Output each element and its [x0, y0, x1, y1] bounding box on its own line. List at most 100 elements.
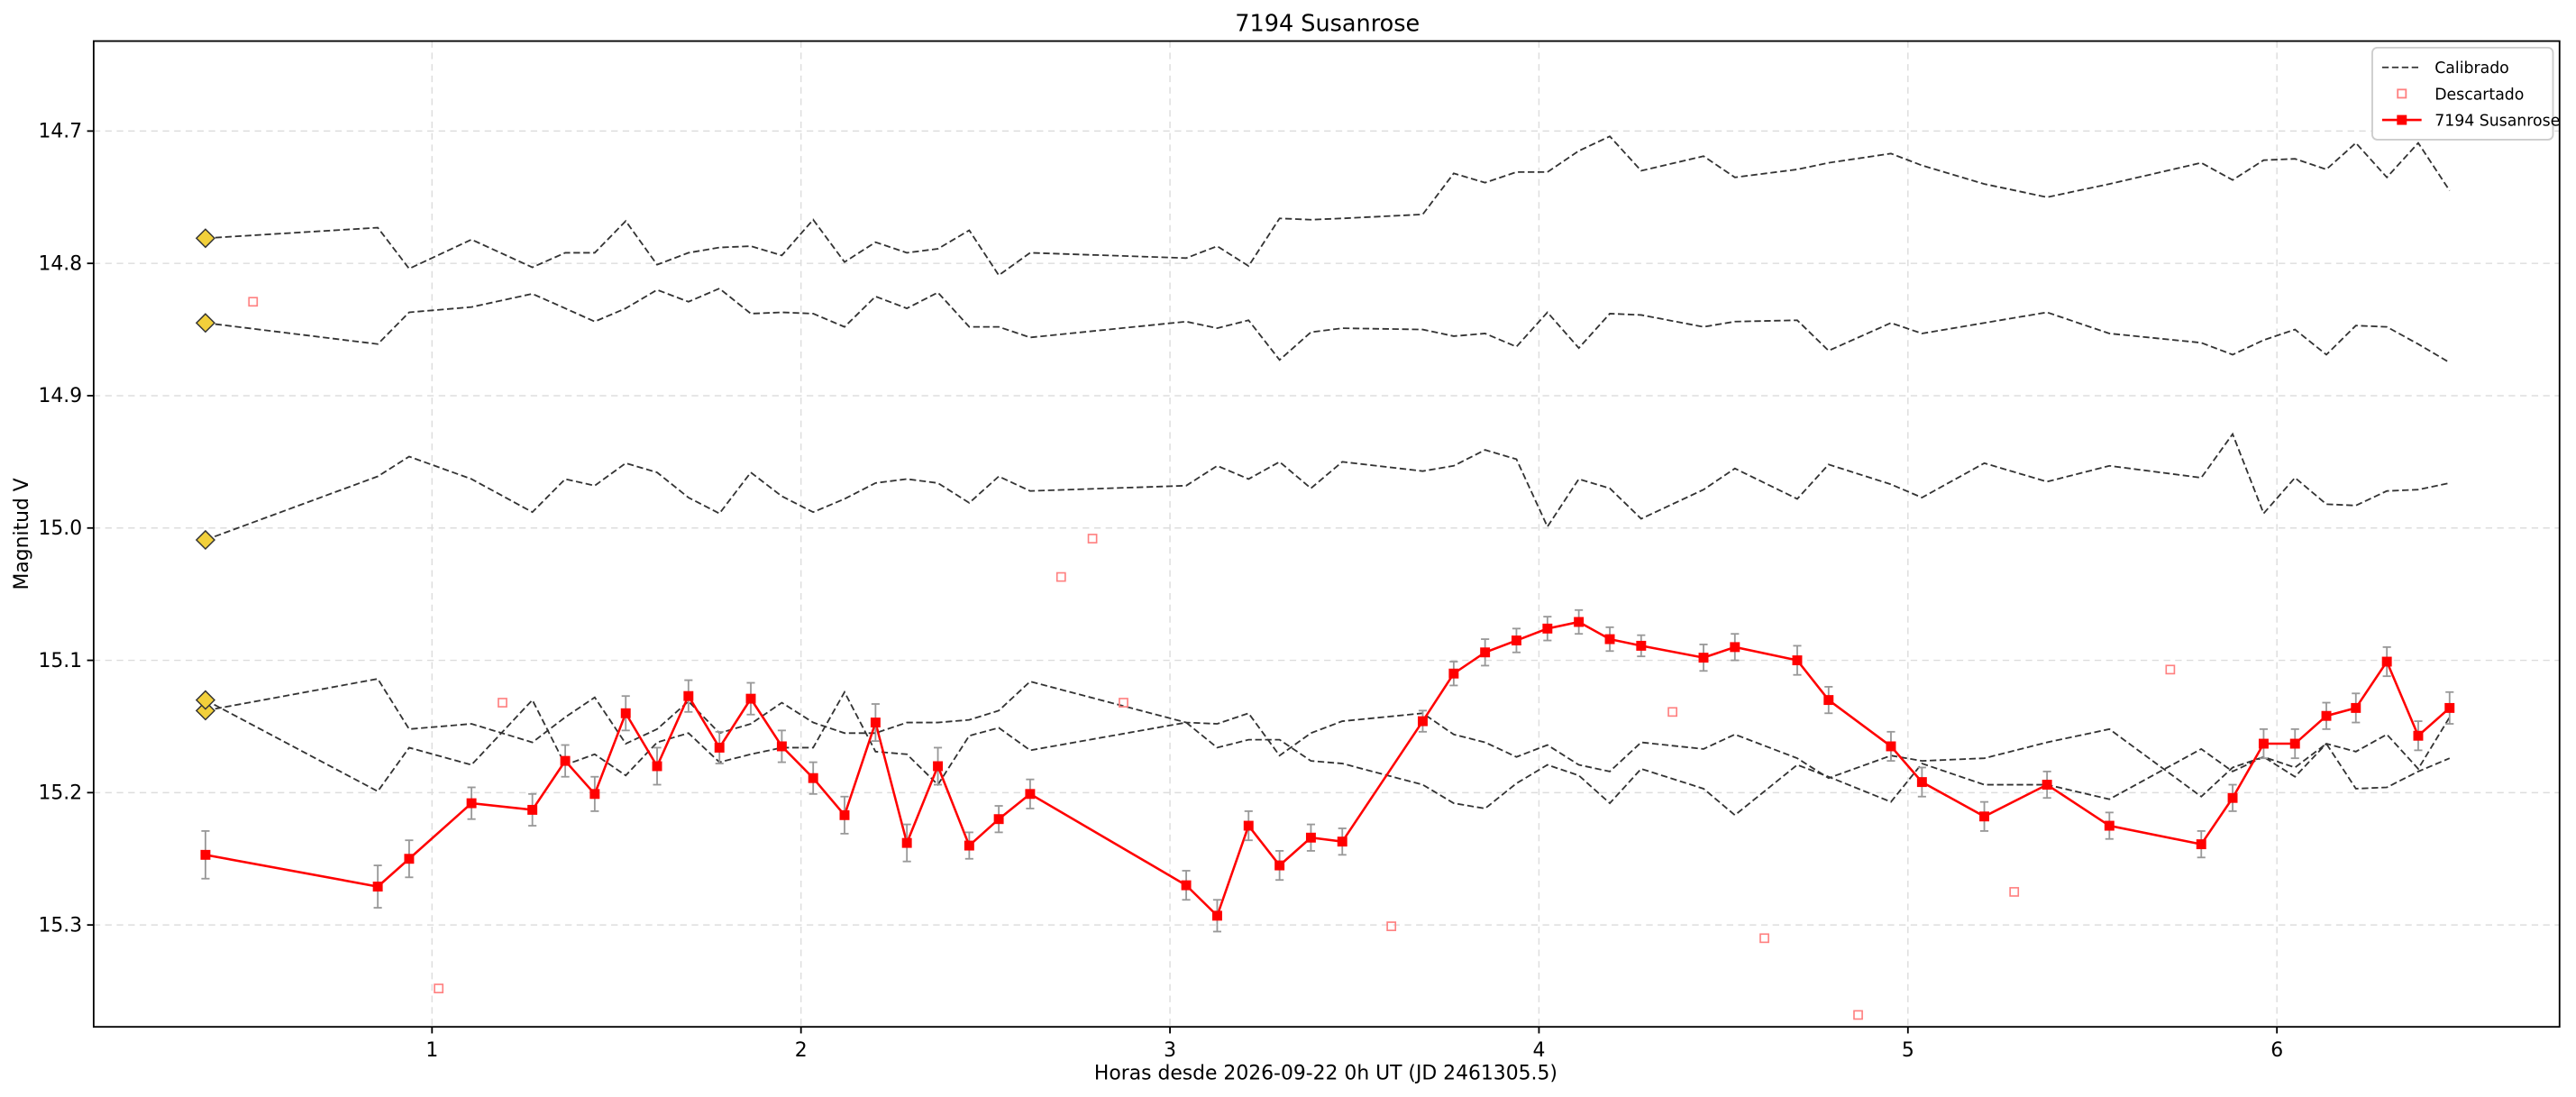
- chart-title: 7194 Susanrose: [1235, 11, 1420, 38]
- discarded-point: [1087, 534, 1098, 544]
- start-marker: [195, 228, 216, 249]
- x-tick-label: 4: [1532, 1039, 1545, 1062]
- data-point: [1480, 647, 1491, 658]
- data-point: [2321, 710, 2332, 721]
- data-point: [589, 789, 600, 800]
- data-point: [2227, 792, 2238, 803]
- data-point: [2196, 839, 2206, 850]
- calibrated-line: [205, 678, 2451, 798]
- data-point: [2381, 656, 2392, 667]
- legend-label: Calibrado: [2434, 59, 2509, 78]
- legend-label: 7194 Susanrose: [2434, 112, 2560, 130]
- data-point: [2289, 738, 2300, 749]
- x-tick-label: 6: [2270, 1039, 2283, 1062]
- x-axis-label: Horas desde 2026-09-22 0h UT (JD 2461305…: [1094, 1062, 1557, 1084]
- data-point: [1979, 811, 1990, 822]
- y-tick-label: 15.2: [38, 782, 82, 805]
- calibrated-line: [205, 432, 2450, 541]
- data-point: [620, 708, 631, 718]
- data-point: [1211, 910, 1222, 921]
- data-point: [2444, 702, 2455, 713]
- discarded-point: [1119, 698, 1128, 708]
- data-point: [652, 761, 662, 772]
- data-point: [560, 755, 571, 766]
- plot-frame: [93, 40, 2561, 1028]
- data-point: [200, 849, 211, 860]
- y-tick-label: 14.7: [38, 121, 82, 143]
- x-tick-label: 1: [425, 1039, 438, 1062]
- data-point: [372, 882, 383, 892]
- data-point: [1916, 777, 1927, 788]
- calibrated-line: [205, 288, 2451, 364]
- data-point: [1823, 695, 1834, 706]
- discarded-point: [1667, 707, 1677, 718]
- data-point: [1181, 880, 1192, 891]
- data-point: [1730, 642, 1740, 653]
- start-marker: [195, 529, 216, 551]
- x-tick-label: 2: [795, 1039, 808, 1062]
- discarded-point: [1055, 571, 1066, 582]
- data-point: [466, 798, 477, 809]
- legend-box: [2371, 46, 2554, 141]
- data-point: [1792, 655, 1803, 666]
- data-point: [683, 690, 694, 701]
- data-point: [1636, 640, 1647, 651]
- start-marker: [195, 700, 216, 721]
- data-point: [1337, 836, 1347, 847]
- data-point: [1542, 623, 1553, 634]
- data-point: [1886, 741, 1896, 752]
- data-point: [1574, 617, 1585, 627]
- data-point: [714, 742, 725, 753]
- data-point: [964, 840, 974, 851]
- data-point: [1305, 832, 1316, 843]
- data-point: [1511, 635, 1521, 646]
- y-axis-label: Magnitud V: [11, 478, 33, 590]
- data-point: [745, 693, 756, 704]
- start-marker: [195, 690, 216, 710]
- y-tick-label: 15.1: [38, 650, 82, 672]
- start-marker: [195, 313, 216, 334]
- data-point: [404, 854, 415, 864]
- legend-swatch: [2397, 114, 2407, 125]
- x-tick-label: 5: [1902, 1039, 1914, 1062]
- data-point: [2351, 702, 2361, 713]
- data-point: [1604, 634, 1615, 644]
- legend-label: Descartado: [2434, 86, 2524, 104]
- discarded-point: [498, 698, 507, 708]
- discarded-point: [248, 297, 259, 307]
- discarded-point: [1759, 933, 1769, 944]
- data-point: [933, 761, 944, 772]
- data-point: [1274, 860, 1285, 871]
- data-point: [839, 809, 850, 820]
- y-tick-label: 14.8: [38, 252, 82, 275]
- discarded-point: [2009, 887, 2020, 897]
- data-point: [1025, 789, 1036, 800]
- data-point: [2413, 730, 2424, 741]
- y-tick-label: 15.0: [38, 517, 82, 540]
- discarded-point: [434, 983, 444, 993]
- data-point: [993, 814, 1004, 825]
- data-point: [2104, 820, 2115, 831]
- discarded-point: [1853, 1010, 1863, 1020]
- data-point: [1418, 716, 1428, 727]
- data-point: [808, 772, 818, 783]
- data-point: [776, 741, 787, 752]
- data-point: [870, 718, 881, 728]
- data-point: [2042, 780, 2052, 791]
- data-point: [1698, 653, 1709, 663]
- data-point: [901, 837, 912, 848]
- data-point: [527, 804, 538, 815]
- discarded-point: [1386, 921, 1397, 931]
- data-point: [1448, 668, 1459, 679]
- discarded-point: [2165, 664, 2176, 675]
- legend-swatch: [2397, 88, 2407, 99]
- data-point: [1243, 820, 1254, 831]
- y-tick-label: 14.9: [38, 385, 82, 407]
- y-tick-label: 15.3: [38, 914, 82, 937]
- calibrated-line: [205, 135, 2451, 277]
- x-tick-label: 3: [1164, 1039, 1176, 1062]
- calibrated-line: [205, 690, 2451, 817]
